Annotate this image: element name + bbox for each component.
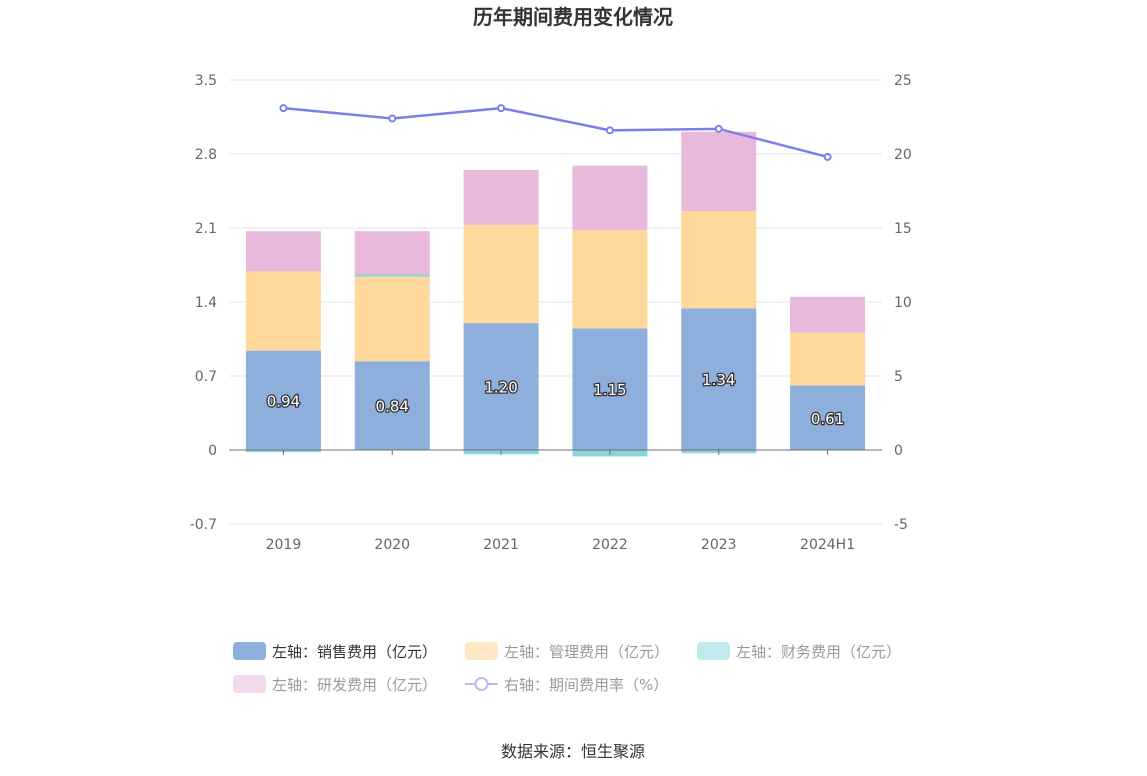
bar-segment (245, 350, 321, 450)
left-tick-label: 0.7 (195, 369, 217, 385)
legend-label: 左轴：财务费用（亿元） (736, 643, 901, 661)
right-tick-label: -5 (894, 517, 908, 533)
right-tick-label: 15 (894, 221, 912, 237)
bar-segment (790, 296, 866, 333)
bar-value-label: 1.15 (593, 381, 626, 399)
left-tick-label: 2.1 (195, 221, 217, 237)
bar-segment (681, 211, 757, 309)
bar-segment (681, 308, 757, 450)
right-tick-label: 0 (894, 443, 903, 459)
bar-segment (463, 169, 539, 225)
bar-segment (572, 328, 648, 450)
bar-segment (245, 231, 321, 272)
left-tick-label: 0 (208, 443, 217, 459)
x-tick-label: 2022 (592, 537, 628, 553)
bar-value-label: 1.34 (702, 371, 735, 389)
bar-labels: 0.94 0.84 1.20 1.15 1.34 0.61 (265, 370, 845, 429)
bars (245, 131, 866, 457)
x-tick-label: 2021 (483, 537, 519, 553)
left-tick-label: 2.8 (195, 147, 217, 163)
rate-point (823, 152, 832, 161)
bar-segment (354, 231, 430, 275)
left-tick-label: 3.5 (195, 73, 217, 89)
legend-label: 左轴：销售费用（亿元） (272, 643, 437, 661)
left-axis-ticks: -0.7 0 0.7 1.4 2.1 2.8 3.5 (190, 73, 217, 533)
right-axis-ticks: -5 0 5 10 15 20 25 (894, 73, 912, 533)
expense-rate-line (279, 104, 832, 161)
legend-label: 左轴：管理费用（亿元） (504, 643, 669, 661)
rate-point (497, 104, 506, 113)
rate-point (388, 114, 397, 123)
bar-segment (354, 361, 430, 450)
legend-label: 左轴：研发费用（亿元） (272, 676, 437, 694)
grid-lines (229, 79, 882, 525)
right-tick-label: 20 (894, 147, 912, 163)
legend-swatch (465, 642, 498, 660)
x-axis-ticks: 2019 2020 2021 2022 2023 2024H1 (266, 450, 855, 553)
bar-segment (463, 323, 539, 450)
rate-point (279, 104, 288, 113)
legend: 左轴：销售费用（亿元） 左轴：管理费用（亿元） 左轴：财务费用（亿元） 左轴：研发费用… (233, 642, 901, 694)
x-tick-label: 2019 (266, 537, 302, 553)
bar-value-label: 1.20 (484, 379, 517, 397)
bar-segment (354, 276, 430, 362)
bar-segment (681, 131, 757, 212)
left-tick-label: -0.7 (190, 517, 217, 533)
bar-value-label: 0.61 (811, 410, 844, 428)
right-tick-label: 25 (894, 73, 912, 89)
bar-value-label: 0.84 (376, 398, 409, 416)
left-tick-label: 1.4 (195, 295, 217, 311)
source-note: 数据来源：恒生聚源 (501, 742, 645, 761)
chart-title: 历年期间费用变化情况 (473, 5, 673, 29)
rate-point (714, 124, 723, 133)
bar-segment (790, 332, 866, 386)
right-tick-label: 10 (894, 295, 912, 311)
bar-segment (245, 271, 321, 351)
legend-swatch (233, 642, 266, 660)
bar-value-label: 0.94 (267, 392, 300, 410)
rate-point (605, 126, 614, 135)
legend-label: 右轴：期间费用率（%） (504, 676, 668, 694)
right-tick-label: 5 (894, 369, 903, 385)
legend-line-marker (474, 677, 489, 691)
x-tick-label: 2023 (701, 537, 737, 553)
bar-segment (354, 274, 430, 277)
bar-segment (790, 385, 866, 450)
bar-segment (572, 165, 648, 231)
legend-swatch (233, 675, 266, 693)
rate-line-path (283, 106, 828, 159)
x-tick-label: 2020 (374, 537, 410, 553)
legend-swatch (697, 642, 730, 660)
bar-segment (572, 230, 648, 329)
x-tick-label: 2024H1 (800, 537, 855, 553)
bar-segment (463, 224, 539, 324)
